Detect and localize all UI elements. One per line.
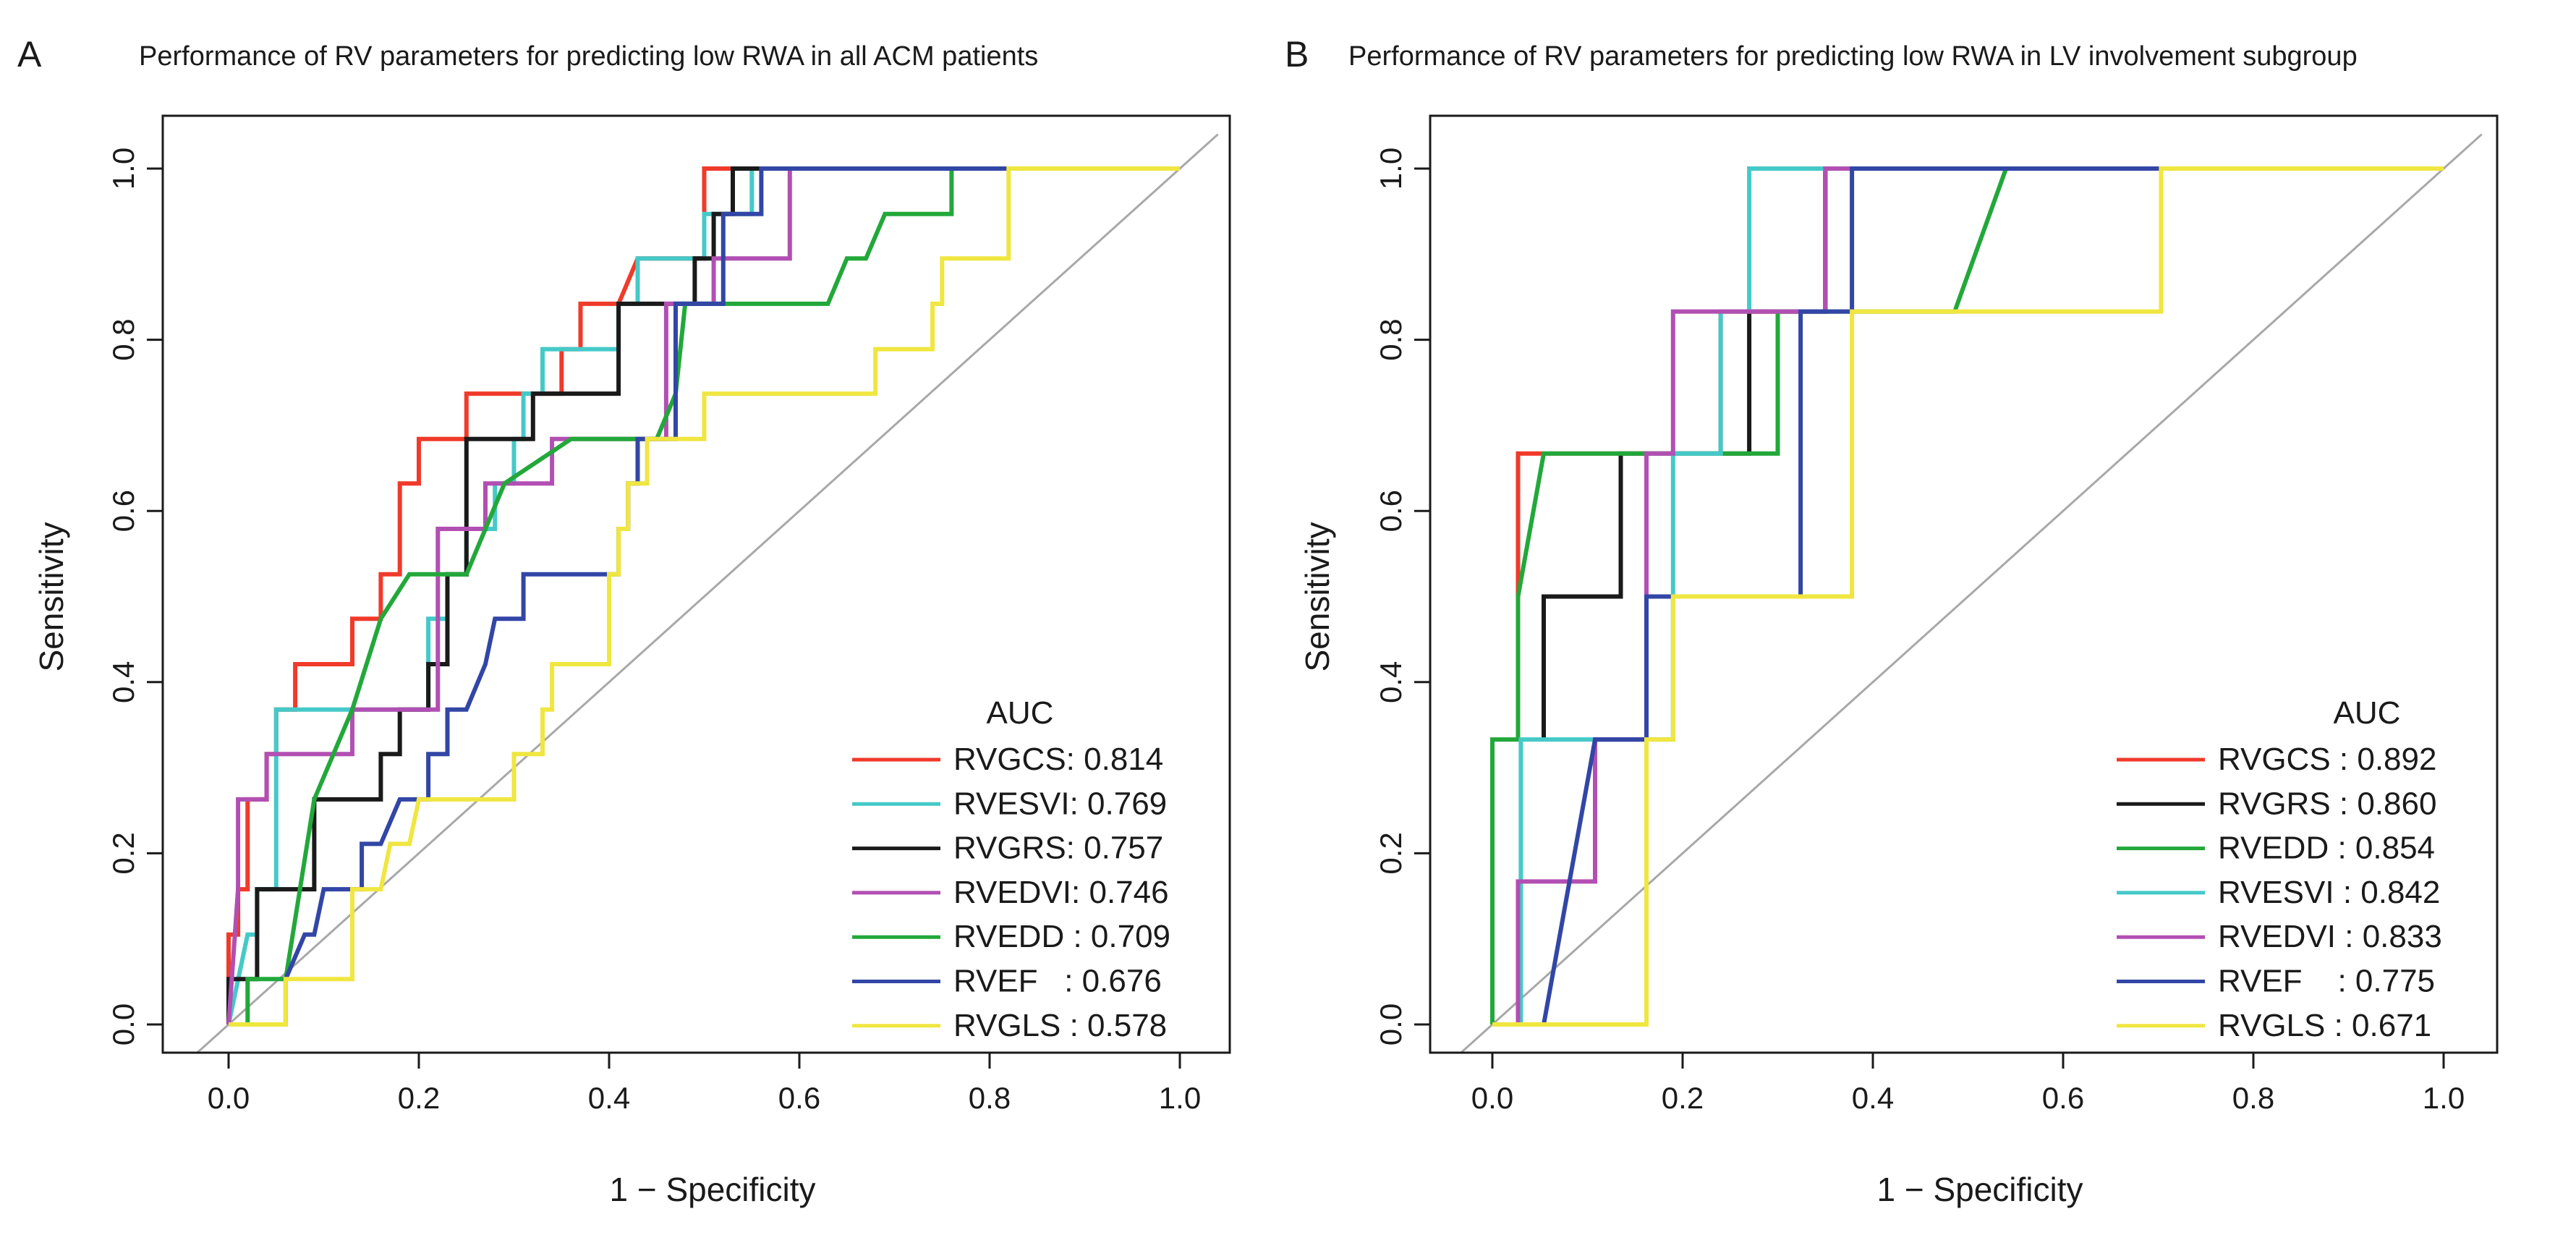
- panel-a-x-axis-label: 1 − Specificity: [609, 1171, 815, 1208]
- panel-b-series-rvgls: [1492, 166, 2444, 1027]
- panel-b-x-tick-label: 0.6: [2042, 1081, 2084, 1115]
- panel-a-x-tick-label: 0.6: [778, 1081, 820, 1115]
- panel-letter-a: A: [17, 34, 42, 75]
- panel-a-legend-label-rvedd: RVEDD : 0.709: [953, 919, 1170, 954]
- panel-b: B Performance of RV parameters for predi…: [1285, 34, 2499, 1208]
- panel-a-y-tick-label: 0.6: [106, 490, 140, 532]
- panel-b-y-tick-label: 0.0: [1374, 1003, 1408, 1045]
- panel-b-reference-diagonal: [1459, 133, 2483, 1053]
- panel-a-legend-label-rvgls: RVGLS : 0.578: [953, 1008, 1167, 1043]
- panel-a-x-tick-label: 0.8: [969, 1081, 1011, 1115]
- panel-a-title: Performance of RV parameters for predict…: [139, 41, 1038, 72]
- panel-b-x-tick-label: 0.0: [1471, 1081, 1513, 1115]
- panel-a-y-tick-label: 0.4: [106, 661, 140, 703]
- panel-a-y-tick-label: 0.8: [106, 318, 140, 360]
- panel-a-x-tick-label: 0.0: [208, 1081, 250, 1115]
- panel-b-x-axis-label: 1 − Specificity: [1876, 1171, 2083, 1208]
- panel-a-legend-label-rvgrs: RVGRS: 0.757: [953, 831, 1163, 866]
- panel-b-legend-label-rvesvi: RVESVI : 0.842: [2218, 875, 2440, 910]
- panel-b-legend-label-rvgrs: RVGRS : 0.860: [2218, 786, 2436, 821]
- panel-b-y-tick-label: 0.6: [1374, 490, 1408, 532]
- panel-a-legend-label-rvef: RVEF : 0.676: [953, 964, 1162, 999]
- panel-b-x-tick-label: 0.4: [1852, 1081, 1894, 1115]
- panel-a-y-axis-label: Sensitivity: [33, 522, 70, 671]
- panel-b-legend-label-rvgls: RVGLS : 0.671: [2218, 1008, 2431, 1043]
- panel-b-y-tick-label: 0.8: [1374, 318, 1408, 360]
- panel-a-series-rvedd: [229, 166, 1180, 1027]
- panel-a-series-rvgls: [229, 166, 1180, 1027]
- panel-b-y-tick-label: 0.4: [1374, 661, 1408, 703]
- panel-a-x-tick-label: 1.0: [1159, 1081, 1201, 1115]
- panel-a-series-rvef: [229, 166, 1180, 1027]
- panel-b-y-tick-label: 0.2: [1374, 832, 1408, 874]
- panel-a-legend-label-rvedvi: RVEDVI: 0.746: [953, 875, 1169, 910]
- panel-letter-b: B: [1285, 34, 1309, 75]
- panel-a-reference-diagonal: [195, 133, 1219, 1053]
- panel-b-y-axis-label: Sensitivity: [1298, 522, 1336, 671]
- panel-b-series-rvesvi: [1518, 166, 2444, 1024]
- panel-a-legend-label-rvgcs: RVGCS: 0.814: [953, 742, 1163, 777]
- panel-b-legend-label-rvgcs: RVGCS : 0.892: [2218, 742, 2436, 777]
- panel-a-legend-label-rvesvi: RVESVI: 0.769: [953, 786, 1167, 821]
- panel-b-legend-label-rvedd: RVEDD : 0.854: [2218, 831, 2435, 866]
- panel-a-y-tick-label: 0.2: [106, 832, 140, 874]
- panel-b-x-tick-label: 0.2: [1662, 1081, 1704, 1115]
- panel-b-y-tick-label: 1.0: [1374, 148, 1408, 190]
- panel-a-x-tick-label: 0.4: [588, 1081, 630, 1115]
- panel-a: A Performance of RV parameters for predi…: [17, 34, 1231, 1208]
- panel-b-legend-label-rvef: RVEF : 0.775: [2218, 964, 2435, 999]
- panel-b-plot-frame: [1429, 114, 2499, 1054]
- panel-a-y-tick-label: 1.0: [106, 148, 140, 190]
- panel-a-legend-title: AUC: [987, 695, 1054, 731]
- panel-b-x-tick-label: 1.0: [2423, 1081, 2465, 1115]
- panel-a-y-tick-label: 0.0: [106, 1003, 140, 1045]
- panel-b-title: Performance of RV parameters for predict…: [1348, 41, 2358, 72]
- panel-a-x-tick-label: 0.2: [398, 1081, 440, 1115]
- panel-a-series-rvedvi: [226, 166, 1180, 1025]
- panel-b-legend-label-rvedvi: RVEDVI : 0.833: [2218, 919, 2442, 954]
- panel-b-x-tick-label: 0.8: [2232, 1081, 2274, 1115]
- panel-b-legend-title: AUC: [2334, 695, 2401, 731]
